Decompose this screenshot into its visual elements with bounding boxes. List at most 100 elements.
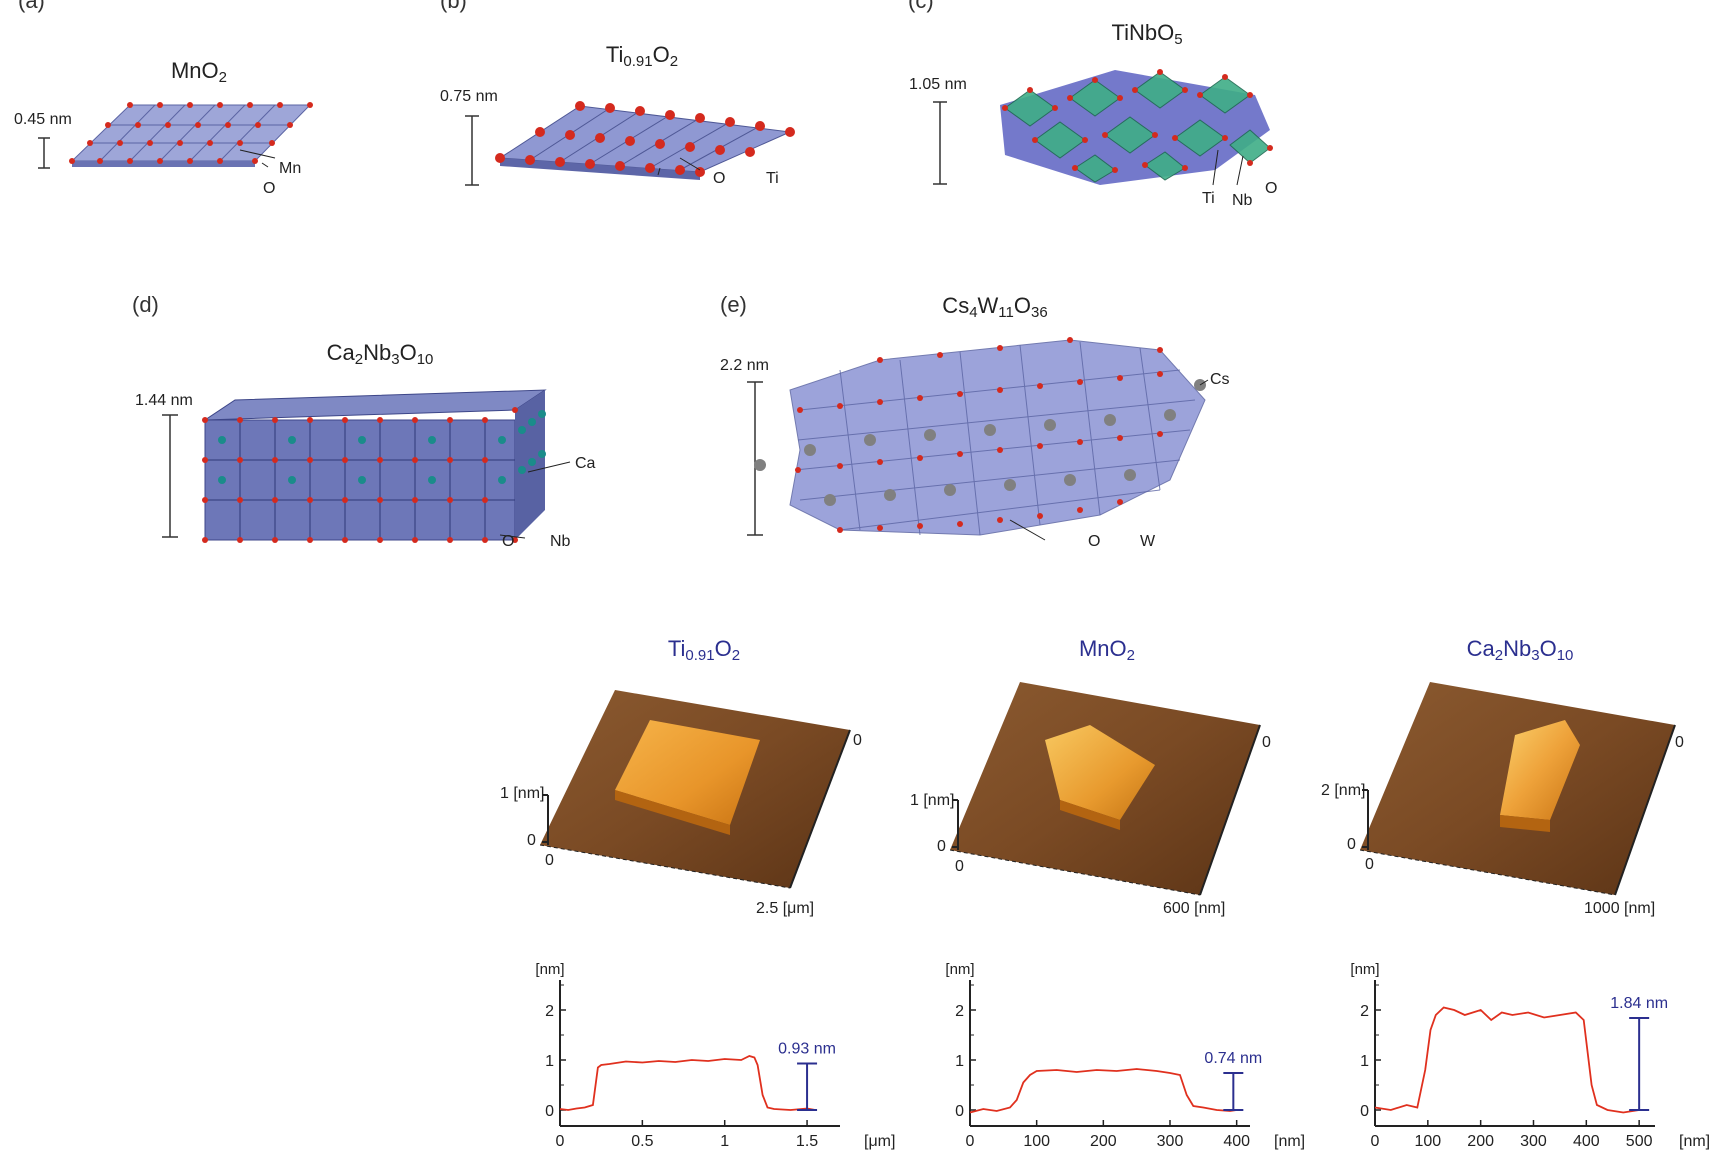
atom-label-o-b: O	[713, 170, 726, 187]
formula-sub: 2	[218, 69, 228, 86]
formula-tinbo5: TiNbO5	[1111, 20, 1182, 48]
x-tick-label: 100	[1023, 1133, 1050, 1150]
panel-letter-d: (d)	[132, 292, 159, 317]
formula-sub: 3	[391, 351, 400, 368]
formula-sub: 11	[998, 304, 1014, 321]
x-tick-label: 100	[1414, 1133, 1441, 1150]
afm-zlabel-mno2: 1 [nm]	[910, 792, 955, 809]
cs4w11o36-structure-image	[747, 337, 1209, 541]
panel-letter-c: (c)	[908, 0, 934, 13]
atom-label-o-e: O	[1088, 533, 1101, 550]
afm-origin-ca2nb3o10: 0	[1365, 856, 1374, 873]
formula-sub: 10	[416, 351, 434, 368]
x-tick-label: 0	[556, 1133, 565, 1150]
x-tick-label: 0.5	[631, 1133, 653, 1150]
height-profile-chart-ti091o2: 0 1 2 [nm] 0 0.5 1 1.5 [μm] 0.93 nm	[535, 961, 895, 1150]
height-profile-line	[969, 1068, 1237, 1114]
atom-label-nb-c: Nb	[1232, 192, 1253, 209]
y-tick-label: 2	[545, 1003, 554, 1020]
y-tick-label: 0	[1360, 1103, 1369, 1120]
thickness-label-a: 0.45 nm	[14, 111, 72, 128]
formula-part: O	[1013, 293, 1032, 318]
afm-title-ti091o2: Ti0.91O2	[668, 636, 740, 664]
formula-part: TiNbO	[1111, 20, 1175, 45]
formula-ti091o2: Ti0.91O2	[606, 42, 678, 70]
x-tick-label: 200	[1467, 1133, 1494, 1150]
y-axis-label: [nm]	[945, 961, 974, 978]
formula-part: O	[399, 340, 417, 365]
formula-sub: 0.91	[623, 53, 653, 70]
x-tick-label: 400	[1223, 1133, 1250, 1150]
afm-zero-ca2nb3o10: 0	[1347, 836, 1356, 853]
afm-origin-mno2: 0	[955, 858, 964, 875]
atom-label-ca: Ca	[575, 455, 596, 472]
y-axis-label: [nm]	[535, 961, 564, 978]
thickness-label-d: 1.44 nm	[135, 392, 193, 409]
formula-part: Nb	[363, 340, 392, 365]
x-tick-label: 0	[1371, 1133, 1380, 1150]
y-tick-label: 2	[955, 1003, 964, 1020]
formula-part: Ti	[605, 42, 624, 67]
formula-part: Ti	[667, 636, 686, 661]
afm-origin-ti091o2: 0	[545, 852, 554, 869]
atom-label-o-c: O	[1265, 180, 1278, 197]
ca2nb3o10-structure-image	[162, 389, 571, 543]
afm-xmax-mno2: 600 [nm]	[1163, 900, 1226, 917]
y-tick-label: 0	[955, 1103, 964, 1120]
formula-sub: 2	[1126, 647, 1136, 664]
afm-corner-ti091o2: 0	[853, 732, 862, 749]
atom-label-o-d: O	[502, 533, 515, 550]
atom-label-cs: Cs	[1210, 371, 1230, 388]
panel-letter-b: (b)	[440, 0, 467, 13]
afm-corner-mno2: 0	[1262, 734, 1271, 751]
panel-letter-e: (e)	[720, 292, 747, 317]
formula-part: MnO	[170, 58, 219, 83]
formula-part: Ca	[326, 340, 355, 365]
panel-letter-a: (a)	[18, 0, 45, 13]
formula-part: O	[714, 636, 732, 661]
mno2-structure-image	[38, 102, 313, 169]
x-tick-label: 400	[1573, 1133, 1600, 1150]
afm-title-ca2nb3o10: Ca2Nb3O10	[1467, 636, 1574, 664]
ti091o2-structure-image	[465, 101, 795, 186]
tinbo5-structure-image	[933, 69, 1273, 186]
x-tick-label: 1	[720, 1133, 729, 1150]
afm-image-ti091o2	[540, 690, 851, 889]
x-tick-label: 500	[1626, 1133, 1653, 1150]
formula-sub: 0.91	[685, 647, 715, 664]
y-tick-label: 2	[1360, 1003, 1369, 1020]
x-tick-label: 300	[1520, 1133, 1547, 1150]
y-tick-label: 1	[545, 1053, 554, 1070]
height-profile-line	[1374, 1006, 1640, 1114]
thickness-label-c: 1.05 nm	[909, 76, 967, 93]
afm-title-mno2: MnO2	[1079, 636, 1135, 664]
afm-xmax-ti091o2: 2.5 [μm]	[756, 900, 815, 917]
afm-zero-mno2: 0	[937, 838, 946, 855]
atom-label-ti-c: Ti	[1202, 190, 1215, 207]
formula-part: MnO	[1078, 636, 1127, 661]
afm-zlabel-ca2nb3o10: 2 [nm]	[1321, 782, 1366, 799]
formula-cs4w11o36: Cs4W11O36	[942, 293, 1047, 321]
formula-sub: 3	[1531, 647, 1540, 664]
formula-sub: 2	[354, 351, 364, 368]
afm-image-ca2nb3o10	[1360, 682, 1676, 896]
atom-label-o-a: O	[263, 180, 276, 197]
thickness-annotation: 0.93 nm	[778, 1041, 836, 1058]
x-axis-unit: [nm]	[1274, 1133, 1305, 1150]
formula-sub: 4	[969, 304, 978, 321]
thickness-annotation: 0.74 nm	[1204, 1050, 1262, 1067]
formula-ca2nb3o10: Ca2Nb3O10	[327, 340, 434, 368]
atom-label-ti-b: Ti	[766, 170, 779, 187]
formula-sub: 2	[731, 647, 741, 664]
formula-part: Nb	[1503, 636, 1532, 661]
formula-sub: 2	[669, 53, 679, 70]
thickness-label-e: 2.2 nm	[720, 357, 769, 374]
formula-part: W	[977, 293, 999, 318]
atom-label-mn: Mn	[279, 160, 302, 177]
formula-mno2: MnO2	[171, 58, 227, 86]
formula-sub: 10	[1556, 647, 1574, 664]
x-tick-label: 0	[966, 1133, 975, 1150]
formula-part: Ca	[1466, 636, 1495, 661]
x-tick-label: 1.5	[796, 1133, 818, 1150]
afm-corner-ca2nb3o10: 0	[1675, 734, 1684, 751]
